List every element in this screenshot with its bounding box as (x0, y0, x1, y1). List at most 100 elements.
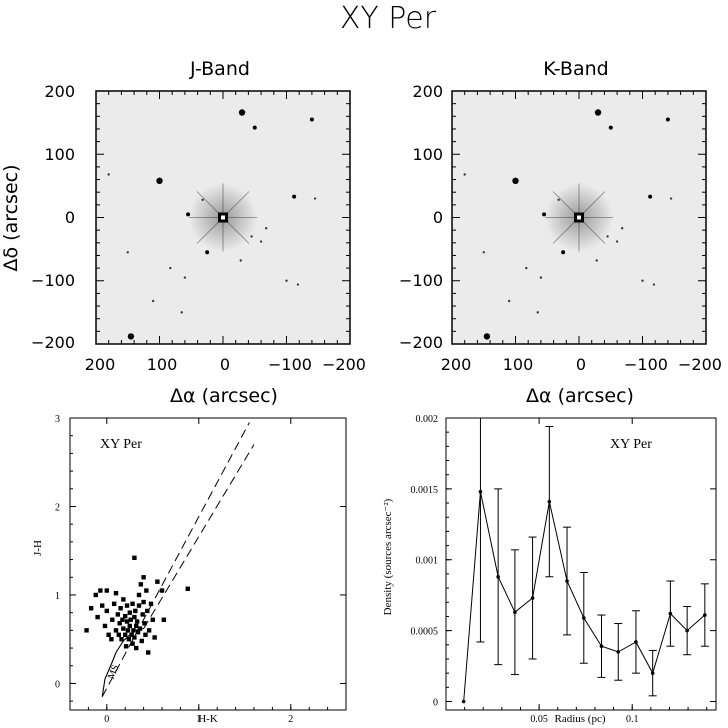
cc-point (148, 601, 154, 607)
star (608, 125, 613, 130)
cc-point (134, 619, 140, 624)
cc-point (123, 644, 129, 649)
cc-point (134, 645, 139, 651)
cc-point (100, 603, 105, 608)
star (107, 173, 110, 176)
star (183, 276, 187, 279)
density-ylabel: Density (sources arcsec⁻²) (382, 498, 394, 615)
cc-x-tick-label: 1 (196, 714, 201, 725)
reddening-vector (143, 444, 255, 629)
star (557, 198, 560, 201)
star (507, 299, 511, 303)
density-point (461, 699, 466, 704)
star (126, 251, 129, 254)
star (239, 259, 242, 262)
cc-point (132, 555, 137, 561)
star (606, 235, 609, 238)
density-point (668, 611, 673, 616)
density-frame (445, 417, 717, 711)
j-band-stars (107, 109, 317, 340)
density-y-tick-label: 0 (433, 697, 438, 708)
reddening-band (101, 422, 255, 697)
density-point (650, 671, 655, 675)
star (482, 251, 485, 254)
image-ylabel: Δδ (arcsec) (0, 164, 22, 271)
j-band-title: J-Band (189, 58, 250, 80)
cc-x-tick-label: 2 (288, 714, 293, 725)
cc-x-tick-label: 0 (104, 714, 109, 725)
cc-point (127, 623, 132, 629)
star (648, 194, 653, 199)
density-point (565, 579, 569, 583)
k-band-xtick-label: 200 (441, 355, 472, 374)
cc-point (155, 579, 160, 584)
star (665, 117, 670, 122)
cc-y-tick-label: 3 (55, 414, 60, 425)
cc-point (125, 628, 131, 633)
star (620, 227, 624, 230)
density-point (616, 650, 621, 654)
star (252, 125, 257, 130)
cc-title: XY Per (100, 437, 142, 452)
cc-points (84, 555, 190, 655)
j-band-ticks (95, 90, 351, 345)
density-point (513, 610, 517, 614)
cc-point (139, 638, 144, 644)
density-point (599, 644, 604, 649)
k-band-ytick-label: 200 (412, 82, 443, 101)
cc-point (141, 599, 146, 605)
cc-point (113, 591, 119, 596)
star (525, 266, 528, 270)
cc-point (88, 606, 94, 611)
j-band-ytick-label: 0 (65, 208, 75, 227)
cc-point (132, 635, 137, 640)
cc-y-tick-label: 2 (55, 502, 60, 513)
density-point (530, 596, 535, 600)
density-point (685, 628, 689, 633)
cc-point (130, 641, 135, 646)
reddening-vector (101, 422, 250, 697)
j-band-xlabel: Δα (arcsec) (170, 385, 278, 407)
cc-point (117, 621, 122, 626)
k-band-xtick-label: 100 (503, 355, 534, 374)
star (580, 220, 584, 223)
j-band-xtick-label: −100 (268, 355, 312, 374)
cc-point (126, 637, 132, 642)
k-band-stars (463, 109, 673, 340)
density-point (634, 640, 638, 644)
j-band-ytick-label: 100 (44, 145, 75, 164)
cc-point (145, 608, 150, 614)
k-band-ytick-label: −100 (399, 271, 443, 290)
star (561, 250, 566, 255)
k-band-ytick-label: 100 (412, 145, 443, 164)
star (463, 173, 466, 176)
star (264, 227, 268, 230)
cc-point (138, 582, 144, 587)
cc-point (144, 588, 149, 593)
cc-point (130, 601, 135, 607)
cc-point (124, 603, 130, 608)
k-band-xtick-label: 0 (576, 355, 586, 374)
cc-point (109, 637, 114, 642)
cc-point (120, 617, 125, 622)
cc-point (123, 632, 128, 637)
cc-point (84, 628, 89, 633)
j-band-xtick-label: 0 (220, 355, 230, 374)
cc-point (140, 612, 145, 617)
star (595, 259, 598, 262)
cc-y-tick-label: 0 (55, 679, 60, 690)
star (259, 240, 263, 243)
cc-point (93, 592, 98, 598)
j-band-xtick-label: 100 (147, 355, 178, 374)
cc-point (132, 614, 137, 620)
cc-point (141, 575, 146, 580)
star (127, 333, 135, 340)
star (512, 177, 519, 185)
cc-point (104, 588, 109, 593)
star (250, 235, 253, 238)
density-point (547, 499, 552, 504)
cc-point (121, 597, 126, 602)
cc-xlabel: H-K (198, 713, 218, 725)
cc-point (127, 610, 132, 615)
density-ticks: 0.05 0.1 0 0.0005 0.001 0.0015 0.002 (411, 414, 716, 725)
